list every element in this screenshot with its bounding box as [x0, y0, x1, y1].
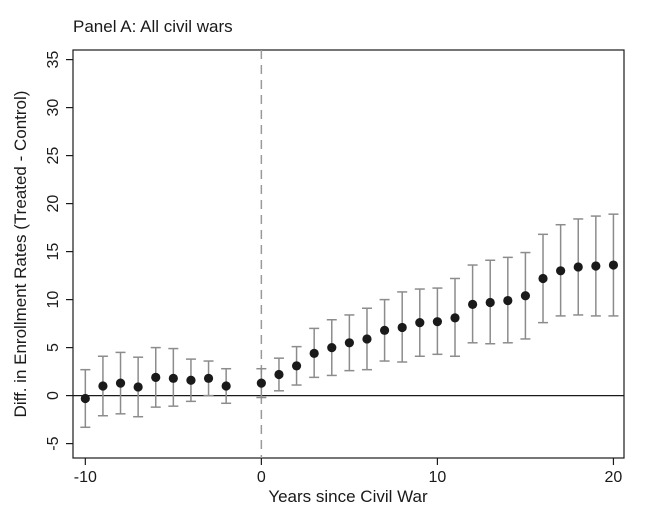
data-point [432, 317, 442, 327]
data-point [203, 373, 214, 383]
x-axis: -10 0 10 20 [74, 458, 623, 486]
data-point [309, 348, 319, 358]
data-point [573, 262, 583, 272]
data-point [608, 260, 619, 270]
x-tick-label: 0 [257, 469, 266, 486]
data-point [80, 393, 90, 404]
data-point [256, 378, 266, 388]
y-tick-label: 30 [45, 99, 62, 117]
y-tick-label: 0 [45, 391, 62, 400]
data-point [520, 291, 531, 301]
data-point [450, 313, 460, 323]
data-point [591, 261, 601, 271]
data-point [133, 382, 143, 392]
y-tick-label: 20 [45, 195, 62, 213]
data-point [362, 334, 372, 344]
data-point [503, 295, 513, 306]
data-point [397, 322, 407, 333]
data-point [115, 378, 126, 388]
x-axis-title: Years since Civil War [268, 487, 428, 506]
x-tick-label: -10 [74, 469, 97, 486]
point-estimates [80, 260, 619, 404]
data-point [151, 372, 161, 382]
data-point [468, 299, 478, 309]
chart-title: Panel A: All civil wars [73, 17, 233, 36]
data-point [327, 343, 337, 353]
data-point [556, 266, 566, 276]
data-point [186, 375, 196, 385]
data-point [98, 381, 108, 391]
y-tick-label: -5 [45, 436, 62, 450]
data-point [538, 273, 548, 284]
data-point [168, 373, 178, 383]
data-point [485, 297, 495, 308]
y-tick-label: 5 [45, 343, 62, 352]
y-tick-label: 10 [45, 291, 62, 309]
y-tick-label: 15 [45, 243, 62, 261]
y-axis-title: Diff. in Enrollment Rates (Treated - Con… [11, 91, 30, 418]
data-point [415, 318, 425, 328]
data-point [379, 325, 390, 335]
reference-lines [73, 50, 624, 458]
data-point [291, 361, 302, 371]
y-tick-label: 25 [45, 147, 62, 165]
data-point [344, 338, 354, 348]
data-point [221, 381, 231, 391]
x-tick-label: 10 [429, 469, 447, 486]
y-axis: -5 0 5 10 15 20 25 30 35 [45, 51, 73, 451]
x-tick-label: 20 [605, 469, 623, 486]
data-point [274, 369, 284, 380]
y-tick-label: 35 [45, 51, 62, 69]
plot-area-frame [72, 49, 625, 459]
